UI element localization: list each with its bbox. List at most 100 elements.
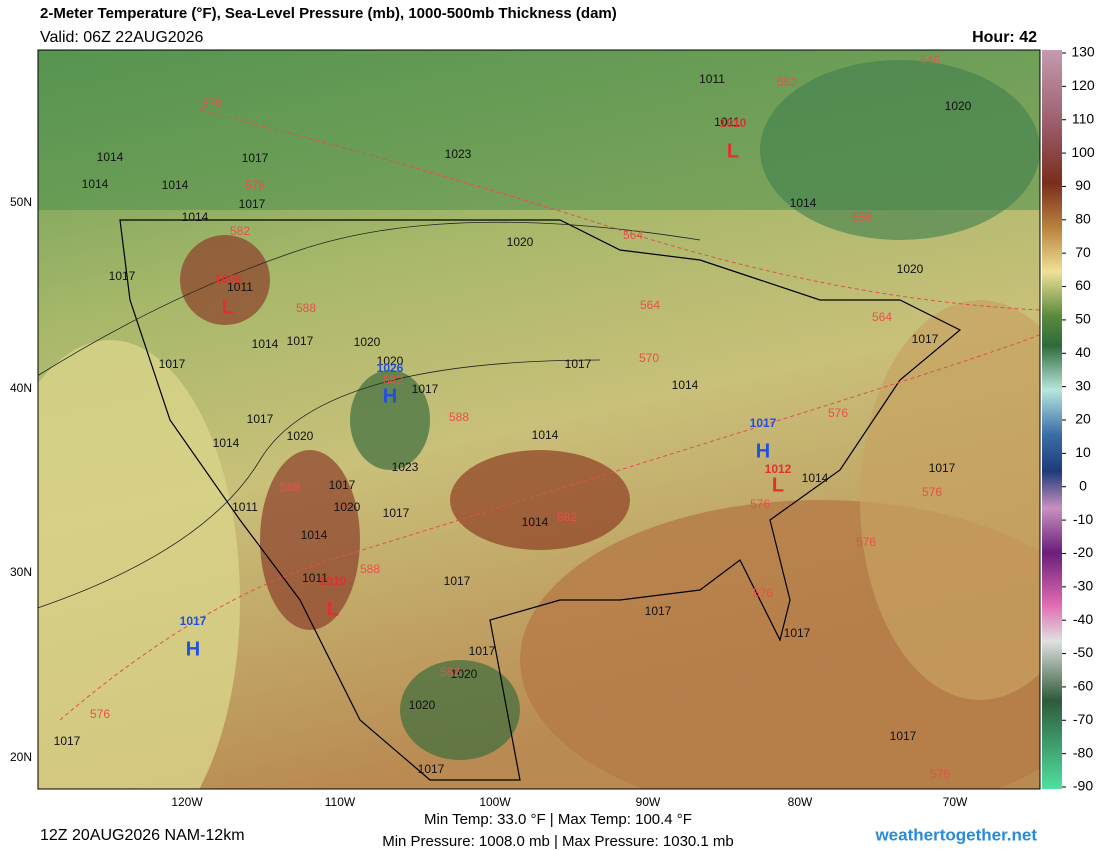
colorbar-tick-label: 130 — [1071, 44, 1095, 60]
isobar-label: 1017 — [912, 332, 939, 346]
colorbar-tick-label: -10 — [1073, 511, 1093, 527]
model-run: 12Z 20AUG2026 NAM-12km — [40, 827, 245, 844]
isobar-label: 1014 — [97, 150, 124, 164]
colorbar-tick-label: 0 — [1079, 477, 1087, 493]
isobar-label: 1011 — [699, 72, 725, 86]
lat-label: 40N — [10, 381, 32, 395]
colorbar-tick-label: 60 — [1075, 277, 1091, 293]
isobar-label: 1014 — [82, 177, 109, 191]
pressure-center-letter: H — [756, 440, 770, 462]
isobar-label: 1014 — [162, 178, 189, 192]
title: 2-Meter Temperature (°F), Sea-Level Pres… — [40, 5, 617, 22]
colorbar-tick-label: -60 — [1073, 678, 1093, 694]
thickness-label: 588 — [360, 562, 380, 576]
isobar-label: 1017 — [242, 151, 269, 165]
isobar-label: 1017 — [383, 506, 410, 520]
pressure-range: Min Pressure: 1008.0 mb | Max Pressure: … — [382, 833, 734, 850]
map-background — [38, 50, 1040, 789]
isobar-label: 1017 — [247, 412, 274, 426]
isobar-label: 1017 — [239, 197, 266, 211]
thickness-label: 582 — [230, 224, 250, 238]
isobar-label: 1014 — [532, 428, 559, 442]
isobar-label: 1023 — [392, 460, 419, 474]
isobar-label: 1011 — [302, 571, 328, 585]
thickness-label: 552 — [777, 75, 797, 89]
isobar-label: 1011 — [714, 115, 740, 129]
pressure-center-letter: L — [327, 598, 339, 620]
pressure-center-value: 1010 — [720, 116, 747, 130]
pressure-center-letter: H — [186, 638, 200, 660]
thickness-label: 564 — [640, 298, 660, 312]
colorbar-tick-label: 100 — [1071, 144, 1095, 160]
pressure-center-letter: L — [222, 296, 234, 318]
colorbar-tick-label: -40 — [1073, 611, 1093, 627]
pressure-center-value: 1010 — [320, 574, 347, 588]
isobar-label: 1011 — [232, 500, 258, 514]
thickness-label: 576 — [750, 497, 770, 511]
isobar-label: 1017 — [645, 604, 672, 618]
colorbar-tick-label: 70 — [1075, 244, 1091, 260]
lon-label: 90W — [636, 795, 661, 809]
isobar-label: 1014 — [790, 196, 817, 210]
isobar-label: 1020 — [377, 354, 404, 368]
thickness-label: 570 — [202, 96, 222, 110]
thickness-label: 564 — [872, 310, 892, 324]
thickness-label: 576 — [90, 707, 110, 721]
isobar-label: 1020 — [354, 335, 381, 349]
isobar-label: 1014 — [301, 528, 328, 542]
isobar-label: 1020 — [409, 698, 436, 712]
lon-label: 70W — [943, 795, 968, 809]
isobar-label: 1020 — [507, 235, 534, 249]
colorbar-tick-label: 80 — [1075, 211, 1091, 227]
thickness-label: 576 — [753, 586, 773, 600]
isobar-label: 1023 — [445, 147, 472, 161]
isobar-label: 1020 — [451, 667, 478, 681]
thickness-label: 582 — [557, 510, 577, 524]
colorbar-tick-label: -30 — [1073, 578, 1093, 594]
thickness-label: 582 — [440, 665, 460, 679]
pressure-center-value: 1017 — [180, 614, 207, 628]
isobar-label: 1017 — [54, 734, 81, 748]
lat-label: 50N — [10, 195, 32, 209]
pressure-center-value: 1026 — [377, 361, 404, 375]
isobar-label: 1017 — [469, 644, 496, 658]
thickness-label: 576 — [828, 406, 848, 420]
isobar-label: 1017 — [444, 574, 471, 588]
site-link[interactable]: weathertogether.net — [874, 825, 1037, 844]
colorbar-tick-label: 30 — [1075, 377, 1091, 393]
thickness-label: 582 — [383, 373, 403, 387]
forecast-hour: Hour: 42 — [972, 29, 1037, 46]
pressure-center-letter: L — [727, 140, 739, 162]
thickness-label: 588 — [449, 410, 469, 424]
lon-label: 80W — [788, 795, 813, 809]
pressure-center-letter: L — [772, 474, 784, 496]
valid-time: Valid: 06Z 22AUG2026 — [40, 29, 203, 46]
colorbar-tick-label: -70 — [1073, 711, 1093, 727]
isobar-label: 1014 — [522, 515, 549, 529]
colorbar-tick-label: 120 — [1071, 77, 1095, 93]
thickness-label: 564 — [623, 228, 643, 242]
isobar-label: 1014 — [213, 436, 240, 450]
isobar-label: 1014 — [182, 210, 209, 224]
thickness-label: 588 — [280, 480, 300, 494]
isobar-label: 1020 — [945, 99, 972, 113]
thickness-label: 546 — [920, 53, 940, 67]
colorbar-tick-label: -20 — [1073, 544, 1093, 560]
colorbar-tick-label: 110 — [1072, 110, 1095, 126]
isobar-label: 1017 — [287, 334, 314, 348]
lon-label: 100W — [479, 795, 511, 809]
isobar-label: 1020 — [334, 500, 361, 514]
thickness-label: 576 — [245, 178, 265, 192]
colorbar — [1042, 50, 1062, 789]
isobar-label: 1017 — [929, 461, 956, 475]
colorbar-tick-label: 90 — [1075, 177, 1091, 193]
pressure-center-letter: H — [383, 385, 397, 407]
lon-label: 120W — [171, 795, 203, 809]
isobar-label: 1017 — [784, 626, 811, 640]
isobar-label: 1014 — [672, 378, 699, 392]
isobar-label: 1017 — [412, 382, 439, 396]
thickness-label: 558 — [852, 210, 872, 224]
temp-range: Min Temp: 33.0 °F | Max Temp: 100.4 °F — [424, 811, 692, 828]
